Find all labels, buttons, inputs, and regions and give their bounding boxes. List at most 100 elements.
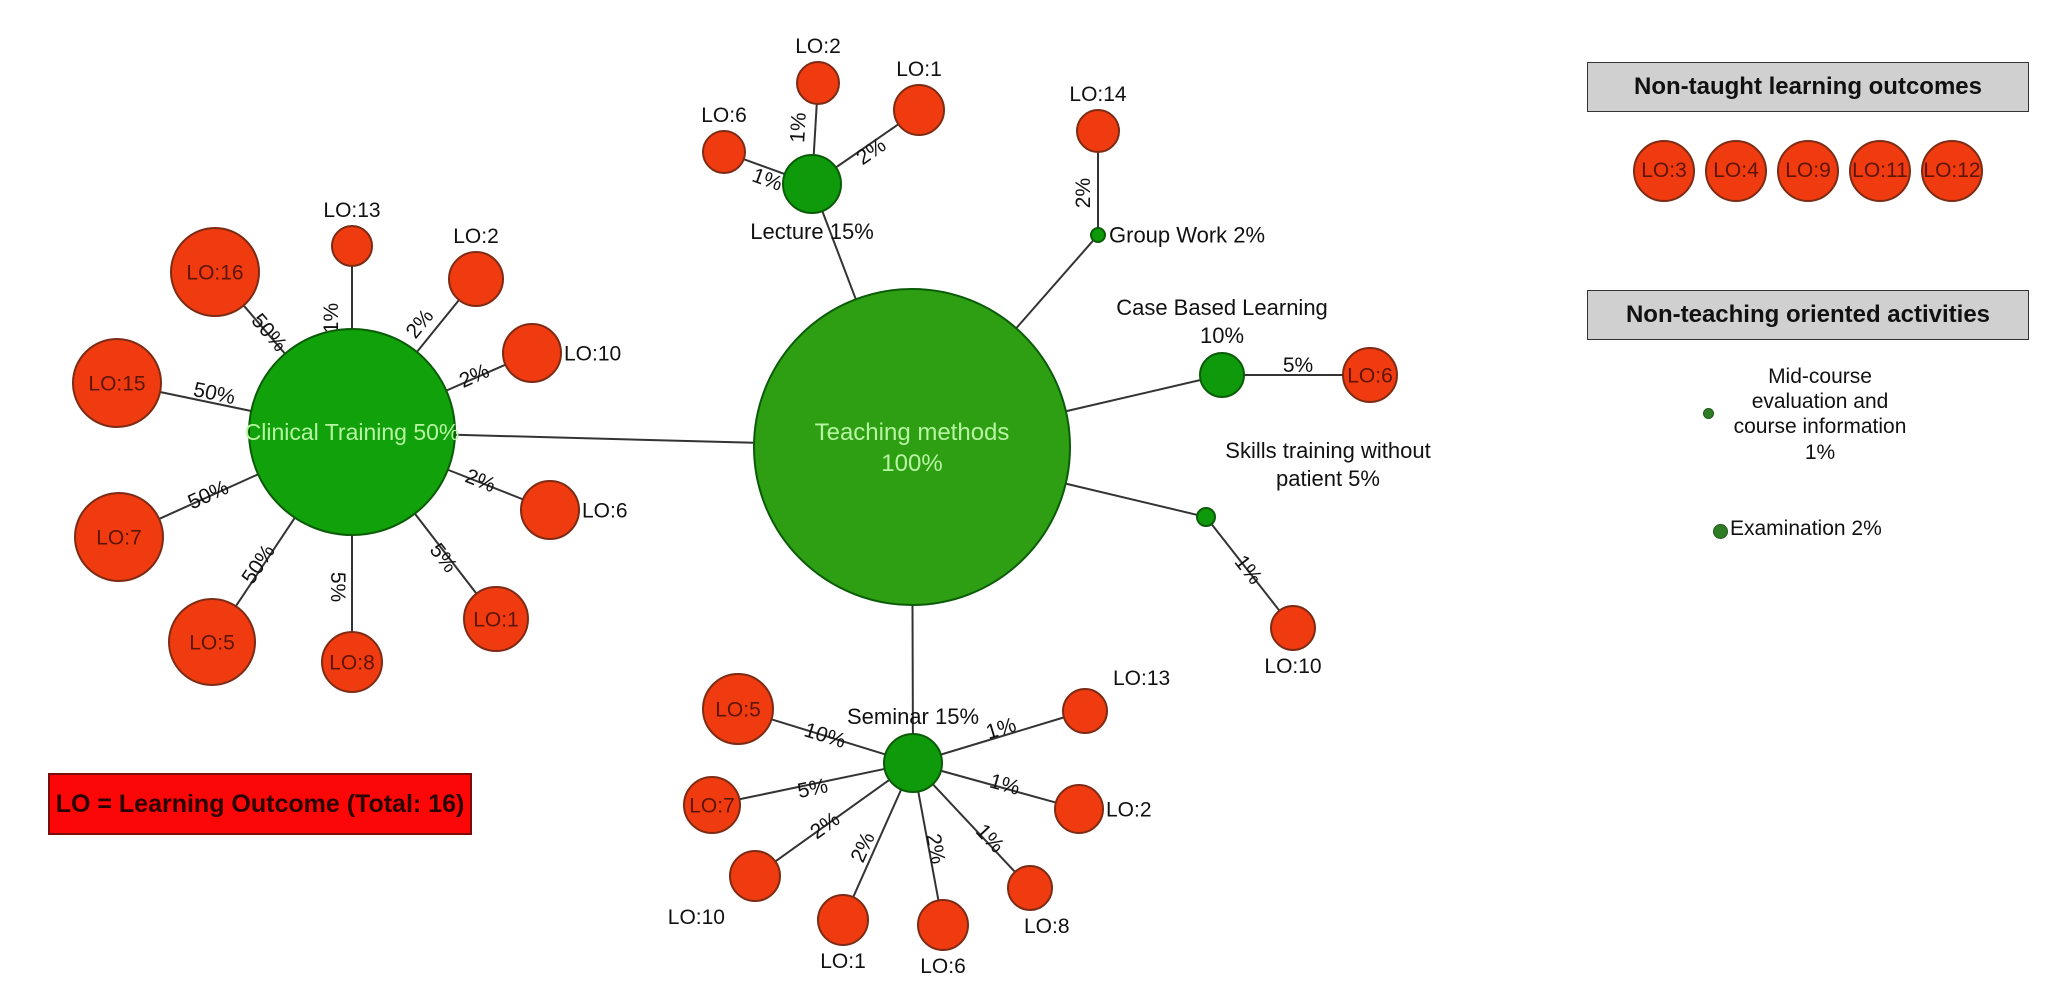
- lo-label: LO:1: [473, 608, 519, 631]
- edge-layer: [158, 103, 1343, 901]
- node-label-case-based-learning: 10%: [1200, 323, 1244, 348]
- lo-label: LO:6: [582, 499, 628, 522]
- lo-label: LO:1: [896, 58, 942, 81]
- node-lo-lo13[interactable]: [331, 225, 373, 267]
- node-lo-lo15[interactable]: [72, 338, 162, 428]
- node-lo-lo7[interactable]: [683, 776, 741, 834]
- node-lo-lo1[interactable]: [893, 84, 945, 136]
- edge-seminar-to-LO5-0: [771, 718, 886, 756]
- lo-label: LO:16: [186, 261, 243, 284]
- node-lo-lo2[interactable]: [1054, 784, 1104, 834]
- lo-label: LO:7: [96, 526, 142, 549]
- node-lo-lo10[interactable]: [1270, 605, 1316, 651]
- edge-teaching-methods-to-group-work: [1015, 239, 1095, 329]
- node-lo-lo10[interactable]: [729, 850, 781, 902]
- mid-course-line-4: 1%: [1804, 440, 1836, 464]
- edge-clinical-training-to-LO6-6: [447, 468, 524, 501]
- lo-label: LO:13: [1113, 667, 1170, 690]
- lo-label: LO:6: [920, 955, 966, 978]
- node-teaching-methods[interactable]: [753, 288, 1071, 606]
- node-lo-lo13[interactable]: [1062, 688, 1108, 734]
- node-label-seminar: Seminar 15%: [847, 704, 979, 729]
- edge-clinical-training-to-LO15-1: [159, 391, 252, 412]
- mid-course-evaluation-label: Mid-course evaluation and course informa…: [1655, 364, 1985, 465]
- mid-course-line-1: Mid-course: [1768, 365, 1872, 388]
- node-lo-lo14[interactable]: [1076, 109, 1120, 153]
- node-lo-lo6[interactable]: [917, 899, 969, 951]
- node-label-layer: Teaching methods 100% Clinical Training 50…: [88, 35, 1430, 978]
- node-lo-lo6[interactable]: [520, 480, 580, 540]
- edge-percent-label: 2%: [401, 305, 438, 343]
- node-lo-lo8[interactable]: [1007, 865, 1053, 911]
- node-label-skills-training: patient 5%: [1276, 466, 1380, 491]
- lo-label: LO:15: [88, 372, 145, 395]
- lo-label: LO:14: [1069, 83, 1127, 106]
- lo-label: LO:2: [453, 225, 499, 248]
- lo-label: LO:5: [189, 631, 235, 654]
- non-taught-chip-lo3[interactable]: LO:3: [1633, 140, 1695, 202]
- edge-seminar-to-LO1-3: [852, 789, 903, 898]
- edge-percent-label: 2%: [852, 134, 890, 170]
- edge-teaching-methods-to-lecture: [821, 210, 857, 300]
- edge-percent-label: 50%: [237, 541, 279, 589]
- node-lo-lo8[interactable]: [321, 631, 383, 693]
- node-lo-lo6[interactable]: [702, 130, 746, 174]
- lo-label: LO:2: [1106, 798, 1152, 821]
- lo-label: LO:13: [323, 199, 380, 222]
- edge-clinical-training-to-LO1-5: [414, 512, 478, 595]
- edge-skills-training-to-LO10-0: [1210, 523, 1281, 612]
- node-lo-lo2[interactable]: [796, 61, 840, 105]
- edge-percent-label: 50%: [191, 378, 237, 409]
- node-label-group-work: Group Work 2%: [1109, 223, 1265, 248]
- non-taught-chip-lo11[interactable]: LO:11: [1849, 140, 1911, 202]
- edge-clinical-training-to-LO5-3: [235, 517, 296, 607]
- edge-seminar-to-LO13-7: [940, 716, 1065, 756]
- lo-label: LO:6: [701, 104, 747, 127]
- lo-label: LO:7: [689, 794, 735, 817]
- node-lo-lo16[interactable]: [170, 227, 260, 317]
- edge-seminar-to-LO10-2: [774, 779, 890, 863]
- node-label-case-based-learning: Case Based Learning: [1116, 295, 1328, 320]
- node-case-based-learning[interactable]: [1199, 352, 1245, 398]
- edge-percent-label: 5%: [425, 539, 462, 577]
- node-lo-lo2[interactable]: [448, 251, 504, 307]
- node-label-lecture: Lecture 15%: [750, 219, 874, 244]
- lo-label: LO:8: [329, 651, 375, 674]
- edge-clinical-training-to-LO2-8: [416, 299, 460, 353]
- node-lo-lo7[interactable]: [74, 492, 164, 582]
- node-clinical-training[interactable]: [248, 328, 456, 536]
- edge-seminar-to-LO8-5: [932, 783, 1016, 873]
- node-skills-training[interactable]: [1196, 507, 1216, 527]
- edge-percent-label: 2%: [1072, 178, 1095, 208]
- non-taught-chip-lo9[interactable]: LO:9: [1777, 140, 1839, 202]
- lo-label: LO:1: [820, 950, 866, 973]
- edge-percent-label: 2%: [456, 359, 493, 392]
- edge-percent-label: 1%: [1230, 551, 1267, 589]
- edge-seminar-to-LO7-1: [739, 767, 885, 801]
- node-lo-lo1[interactable]: [463, 586, 529, 652]
- edge-clinical-training-to-LO16-0: [242, 304, 286, 355]
- edge-lecture-to-LO2-1: [812, 103, 818, 156]
- node-lo-lo1[interactable]: [817, 894, 869, 946]
- edge-teaching-methods-to-case-based-learning: [1065, 379, 1201, 413]
- lo-label: LO:5: [715, 698, 761, 721]
- lo-label: LO:10: [668, 906, 725, 929]
- lo-label: LO:10: [1264, 655, 1321, 678]
- node-seminar[interactable]: [883, 733, 943, 793]
- node-lo-lo5[interactable]: [702, 673, 774, 745]
- mid-course-line-2: evaluation and: [1751, 390, 1889, 414]
- examination-line-1: Examination 2%: [1730, 517, 1882, 540]
- edge-percent-label: 1%: [987, 770, 1022, 800]
- node-lecture[interactable]: [782, 154, 842, 214]
- edge-percent-label: 5%: [1283, 354, 1313, 377]
- edge-percent-label: 1%: [786, 112, 811, 144]
- non-taught-chip-lo12[interactable]: LO:12: [1921, 140, 1983, 202]
- node-group-work[interactable]: [1090, 227, 1106, 243]
- node-lo-lo6[interactable]: [1342, 347, 1398, 403]
- node-lo-lo5[interactable]: [168, 598, 256, 686]
- node-lo-lo10[interactable]: [502, 323, 562, 383]
- non-taught-chip-lo4[interactable]: LO:4: [1705, 140, 1767, 202]
- edge-percent-label: 2%: [462, 465, 499, 498]
- mid-course-line-3: course information: [1733, 415, 1907, 439]
